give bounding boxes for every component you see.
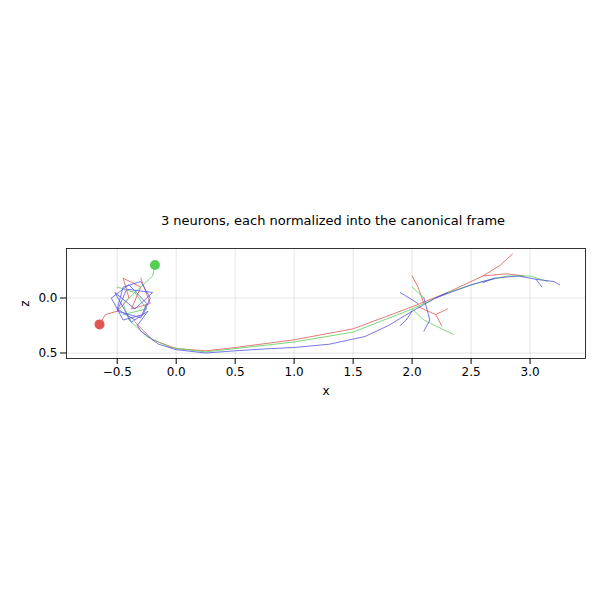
svg-text:1.0: 1.0 (285, 365, 304, 379)
svg-text:0.0: 0.0 (167, 365, 186, 379)
svg-text:x: x (322, 384, 329, 398)
svg-text:2.5: 2.5 (462, 365, 481, 379)
svg-text:−0.5: −0.5 (103, 365, 132, 379)
svg-text:0.5: 0.5 (226, 365, 245, 379)
svg-text:1.5: 1.5 (344, 365, 363, 379)
svg-text:3.0: 3.0 (521, 365, 540, 379)
svg-text:0.0: 0.0 (38, 291, 57, 305)
svg-text:z: z (18, 300, 32, 306)
html-text:3 neurons, each normalized int: 3 neurons, each normalized into the cano… (161, 213, 505, 228)
svg-text:0.5: 0.5 (38, 346, 57, 360)
svg-text:2.0: 2.0 (403, 365, 422, 379)
